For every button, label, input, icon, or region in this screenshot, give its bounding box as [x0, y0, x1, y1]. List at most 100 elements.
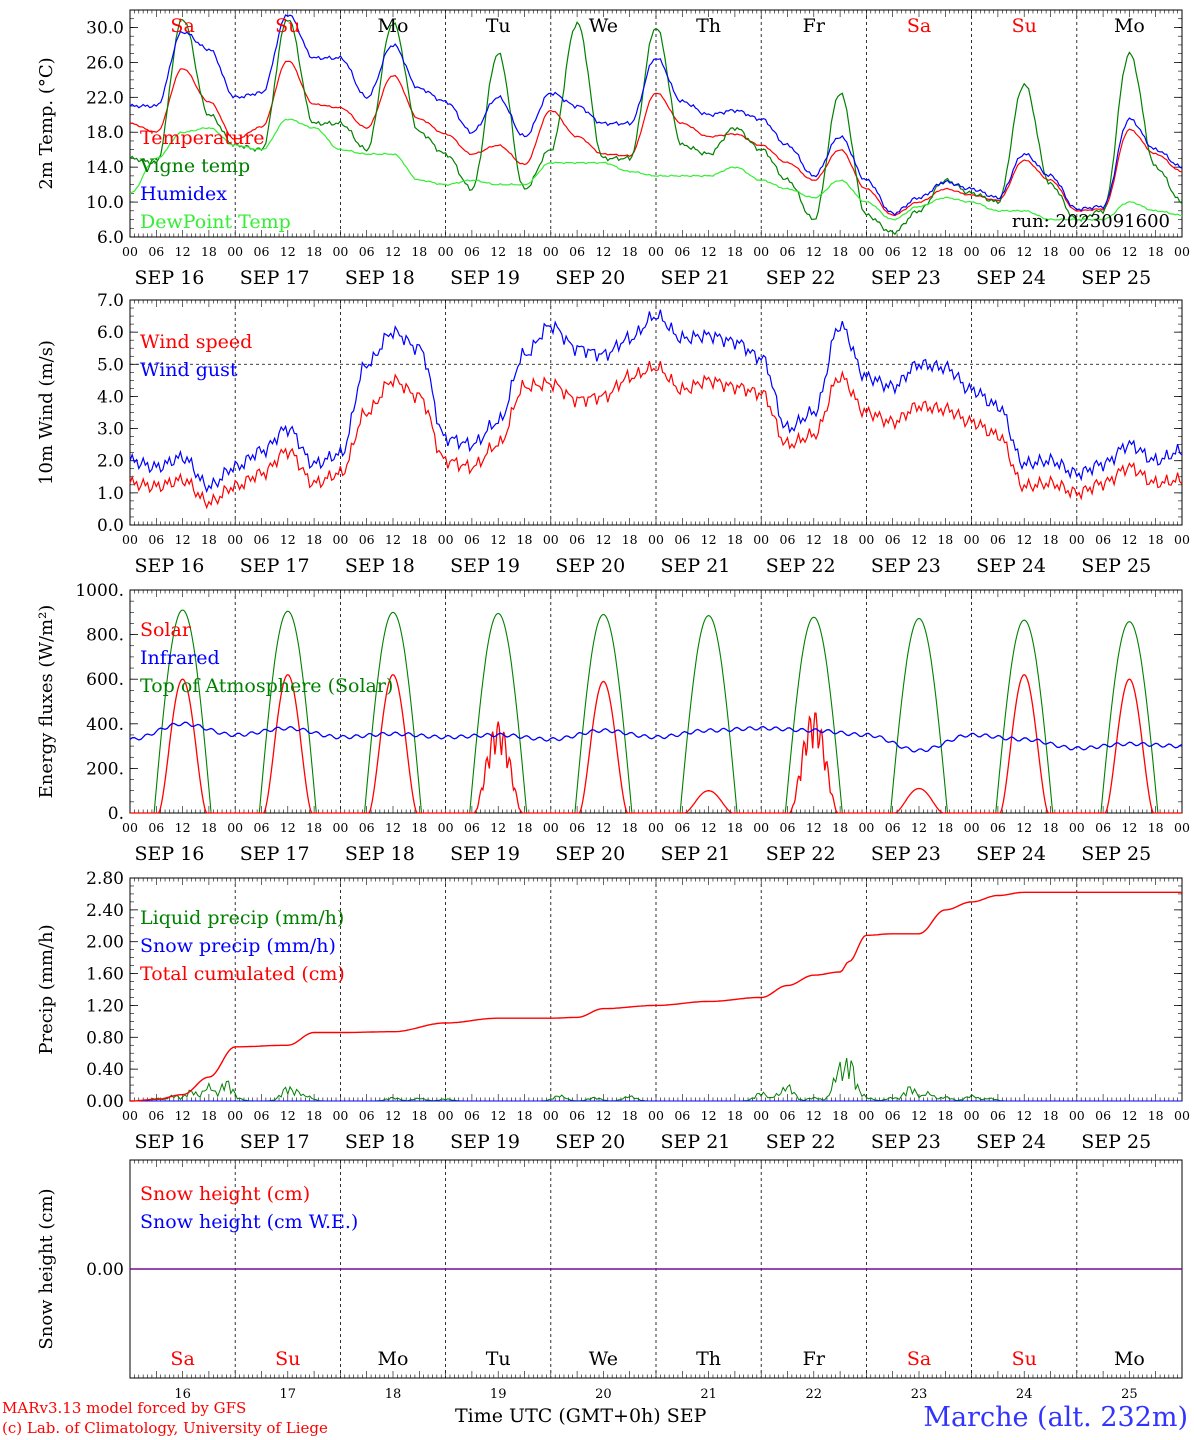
day-name: Sa	[170, 1348, 194, 1370]
series-total-cumulated	[130, 891, 1182, 1102]
hour-label: 12	[595, 532, 611, 547]
hour-label: 12	[806, 244, 822, 259]
snow-legend: Snow height (cm) Snow height (cm W.E.)	[140, 1183, 358, 1233]
y-tick-label: 600.	[86, 670, 124, 690]
legend-entry: Wind gust	[140, 359, 238, 381]
date-label: SEP 23	[871, 843, 941, 865]
day-name: We	[589, 1348, 618, 1370]
y-tick-label: 0.40	[86, 1060, 124, 1080]
hour-label: 06	[780, 244, 796, 259]
hour-label: 12	[1121, 532, 1137, 547]
series-wind-gust	[129, 309, 1183, 494]
lab-credit: (c) Lab. of Climatology, University of L…	[2, 1419, 328, 1437]
date-label: SEP 22	[766, 555, 836, 577]
hour-label: 12	[1121, 820, 1137, 835]
legend-entry: Snow height (cm)	[140, 1183, 310, 1205]
hour-label: 12	[1016, 244, 1032, 259]
hour-label: 12	[701, 1108, 717, 1123]
hour-label: 06	[674, 1108, 690, 1123]
hour-label: 18	[411, 1108, 427, 1123]
hour-label: 06	[148, 244, 164, 259]
hour-label: 12	[280, 820, 296, 835]
hour-label: 06	[885, 244, 901, 259]
hour-label: 00	[1174, 532, 1190, 547]
hour-label: 06	[359, 820, 375, 835]
energy-y-axis: 0. 200. 400. 600. 800. 1000. Energy fluxes (W/…	[36, 581, 1182, 824]
hour-label: 06	[569, 532, 585, 547]
hour-label: 06	[1095, 532, 1111, 547]
wind-y-label: 10m Wind (m/s)	[36, 340, 57, 485]
hour-label: 18	[306, 820, 322, 835]
hour-label: 00	[964, 532, 980, 547]
hour-label: 18	[937, 244, 953, 259]
hour-label: 00	[332, 244, 348, 259]
date-label: SEP 25	[1081, 1131, 1151, 1153]
snow-y-axis: 0.00 Snow height (cm)	[36, 1188, 1182, 1350]
day-name: Mo	[378, 15, 409, 37]
y-tick-label: 7.0	[97, 291, 124, 311]
hour-label: 18	[1148, 820, 1164, 835]
day-name: Sa	[907, 15, 931, 37]
hour-label: 00	[753, 820, 769, 835]
y-tick-label: 0.00	[86, 1260, 124, 1280]
date-label: SEP 24	[976, 843, 1046, 865]
date-label: SEP 19	[450, 1131, 520, 1153]
hour-label: 12	[911, 532, 927, 547]
day-number: 23	[911, 1387, 928, 1402]
hour-label: 00	[1069, 532, 1085, 547]
hour-label: 18	[832, 532, 848, 547]
y-tick-label: 6.0	[97, 228, 124, 248]
hour-label: 00	[1069, 244, 1085, 259]
hour-label: 18	[201, 244, 217, 259]
hour-label: 06	[254, 532, 270, 547]
y-tick-label: 1.0	[97, 484, 124, 504]
day-name: Su	[275, 15, 300, 37]
hour-label: 06	[359, 1108, 375, 1123]
hour-label: 18	[622, 532, 638, 547]
hour-label: 12	[385, 244, 401, 259]
date-label: SEP 25	[1081, 843, 1151, 865]
day-name: Fr	[803, 15, 826, 37]
hour-label: 12	[806, 532, 822, 547]
hour-label: 12	[175, 820, 191, 835]
legend-entry: Total cumulated (cm)	[140, 963, 345, 985]
day-name: Su	[1012, 1348, 1037, 1370]
date-label: SEP 19	[450, 843, 520, 865]
hour-label: 06	[254, 820, 270, 835]
y-tick-label: 2.0	[97, 452, 124, 472]
hour-label: 00	[122, 244, 138, 259]
hour-label: 00	[438, 1108, 454, 1123]
hour-label: 00	[332, 820, 348, 835]
legend-entry: Wind speed	[140, 331, 252, 353]
hour-label: 12	[1016, 820, 1032, 835]
series-temperature	[129, 60, 1183, 217]
date-label: SEP 18	[345, 267, 415, 289]
hour-label: 00	[543, 820, 559, 835]
hour-label: 18	[937, 820, 953, 835]
date-label: SEP 18	[345, 1131, 415, 1153]
date-label: SEP 17	[240, 1131, 310, 1153]
hour-label: 06	[674, 244, 690, 259]
date-label: SEP 19	[450, 555, 520, 577]
hour-label: 06	[674, 532, 690, 547]
hour-label: 18	[201, 532, 217, 547]
precip-y-label: Precip (mm/h)	[36, 924, 57, 1054]
y-tick-label: 0.	[108, 804, 124, 824]
hour-label: 12	[1016, 1108, 1032, 1123]
date-label: SEP 16	[135, 1131, 205, 1153]
hour-label: 18	[937, 532, 953, 547]
date-label: SEP 22	[766, 1131, 836, 1153]
y-tick-label: 1.60	[86, 965, 124, 985]
hour-label: 06	[464, 244, 480, 259]
y-tick-label: 1.20	[86, 996, 124, 1016]
hour-label: 00	[227, 244, 243, 259]
hour-label: 06	[569, 820, 585, 835]
hour-label: 12	[280, 244, 296, 259]
date-label: SEP 17	[240, 555, 310, 577]
date-label: SEP 23	[871, 555, 941, 577]
y-tick-label: 18.0	[86, 123, 124, 143]
hour-label: 12	[595, 244, 611, 259]
hour-label: 12	[911, 820, 927, 835]
hour-label: 00	[964, 820, 980, 835]
hour-label: 00	[648, 820, 664, 835]
